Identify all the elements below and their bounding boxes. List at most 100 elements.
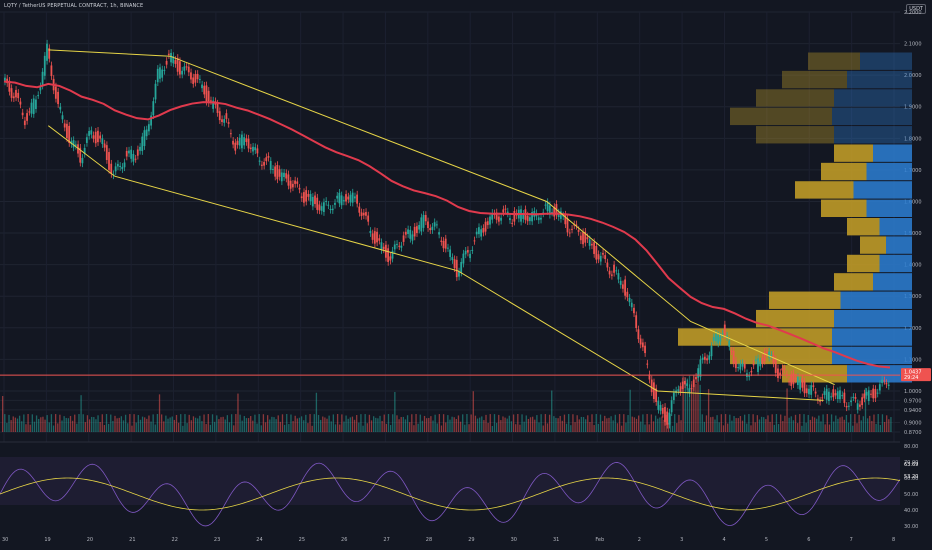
volume-bar [527,418,530,432]
volume-bar [797,423,799,432]
candle-body [176,57,179,72]
currency-badge[interactable]: USDT [906,4,926,14]
volume-bar [510,421,513,432]
profile-bar-blue [886,236,912,254]
candle-body [196,73,199,80]
candle-body [303,192,305,203]
candle-body [575,224,578,226]
volume-bar [80,395,82,432]
rsi-signal-line [0,477,901,511]
x-tick-label: 22 [172,537,178,543]
candle-body [610,274,613,276]
candle-body [114,166,117,172]
candle-body [63,123,66,128]
x-tick-label: Feb [595,537,604,543]
volume-bar [95,419,97,432]
x-tick-label: 21 [129,537,135,543]
volume-bar [648,424,650,432]
candle-body [509,218,511,221]
candle-body [236,140,239,145]
volume-bar [493,414,496,432]
candle-body [12,96,15,99]
volume-bar [744,414,746,432]
candle-body [602,252,604,255]
volume-bar [103,425,106,432]
candle-body [110,163,113,174]
profile-bar-gold [834,273,873,291]
volume-bar [430,416,432,432]
y-tick-label: 1.8000 [904,136,922,142]
candle-body [464,250,467,255]
candle-body [194,74,197,83]
volume-bar [879,425,881,432]
candle-body [830,396,832,398]
volume-bar [661,416,663,432]
volume-bar [154,424,156,432]
volume-bar [758,419,761,432]
candle-body [150,115,152,126]
volume-bar [288,424,290,432]
y-tick-label: 1.9000 [904,105,922,111]
candle-body [411,234,414,241]
candle-body [666,411,669,425]
volume-bar [400,417,402,432]
candle-body [438,232,440,235]
candle-body [774,359,777,373]
candle-body [834,393,837,396]
candle-body [624,279,626,296]
volume-bar [525,415,527,432]
volume-bar [305,414,307,432]
volume-bar [205,424,207,432]
profile-bar-gold [769,291,841,309]
candle-body [726,335,728,337]
candle-body [579,235,582,241]
volume-bar [663,419,665,432]
volume-bar [211,414,214,432]
candle-body [672,392,675,401]
volume-bar [230,414,233,432]
candle-body [190,72,192,80]
volume-bar [612,420,614,432]
profile-bar-blue [834,126,912,144]
candle-body [21,112,24,116]
volume-bar [476,418,479,432]
candle-body [677,389,680,391]
symbol-title: LQTY / TetherUS PERPETUAL CONTRACT, 1h, … [4,3,144,9]
volume-bar [616,423,619,432]
volume-bar [438,414,441,432]
volume-bar [375,417,377,432]
y-tick-label: 0.9400 [904,408,922,414]
volume-bar [82,414,84,432]
candle-body [637,329,640,340]
volume-bar [38,418,40,432]
candle-body [269,160,272,170]
candle-body [546,202,549,212]
candle-body [320,206,323,211]
candle-body [163,69,166,71]
volume-bar [40,417,42,432]
volume-bar [519,424,521,432]
volume-bar [258,414,260,432]
volume-bar [31,414,33,432]
volume-bar [16,418,19,432]
profile-bar-blue [853,181,912,199]
volume-bar [570,425,572,432]
y-tick-label: 2.1000 [904,42,922,48]
volume-bar [470,414,472,432]
candle-body [772,354,775,364]
candle-body [57,91,59,105]
candle-body [792,373,795,385]
candle-body [356,194,358,204]
candle-body [617,273,620,280]
volume-bar [373,416,375,432]
volume-bar [313,414,315,432]
volume-bar [330,421,332,432]
candle-body [442,240,445,249]
volume-bar [792,420,795,432]
volume-bar [780,414,782,432]
volume-bar [69,415,72,432]
volume-bar [593,425,595,432]
volume-bar [752,414,754,432]
candle-body [867,390,870,402]
